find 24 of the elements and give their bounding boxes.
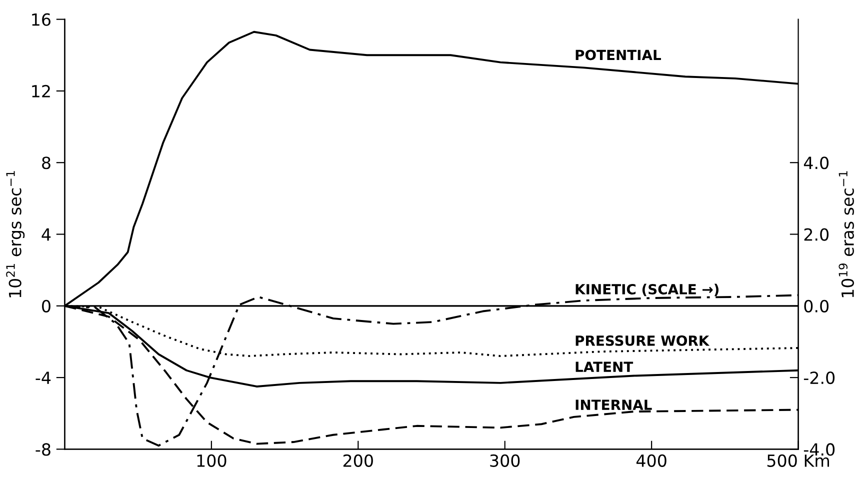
y-tick-label: 12 <box>32 84 50 98</box>
y-tick-label: -4 <box>36 372 51 384</box>
y2-tick-label: 4.0 <box>804 156 829 170</box>
series-label: PRESSURE WORK <box>576 335 710 346</box>
y2-tick-label: 0.0 <box>804 300 829 312</box>
y2-tick-label: 2.0 <box>804 228 829 241</box>
y2-tick-label: -4.0 <box>804 443 835 456</box>
series-label: INTERNAL <box>576 400 652 410</box>
x-tick-label: 500 Km <box>767 454 829 467</box>
y2-axis-title: 10$^{19}$ eras sec$^{−1}$ <box>838 171 854 298</box>
y-tick-label: 0 <box>42 300 50 312</box>
x-tick-label: 100 <box>197 454 226 467</box>
x-tick-label: 400 <box>636 454 666 467</box>
series-label: LATENT <box>576 362 634 372</box>
y-tick-label: -8 <box>36 443 50 456</box>
y2-tick-label: -2.0 <box>804 372 835 384</box>
x-tick-label: 300 <box>490 454 520 467</box>
x-tick-label: 200 <box>343 454 373 467</box>
y-axis-title: 10$^{21}$ ergs sec$^{−1}$ <box>6 171 25 298</box>
y-tick-label: 8 <box>42 156 50 170</box>
series-label: KINETIC (SCALE →) <box>576 284 719 296</box>
y-tick-label: 4 <box>42 228 51 241</box>
y-tick-label: 16 <box>32 13 50 26</box>
series-label: POTENTIAL <box>576 50 661 60</box>
